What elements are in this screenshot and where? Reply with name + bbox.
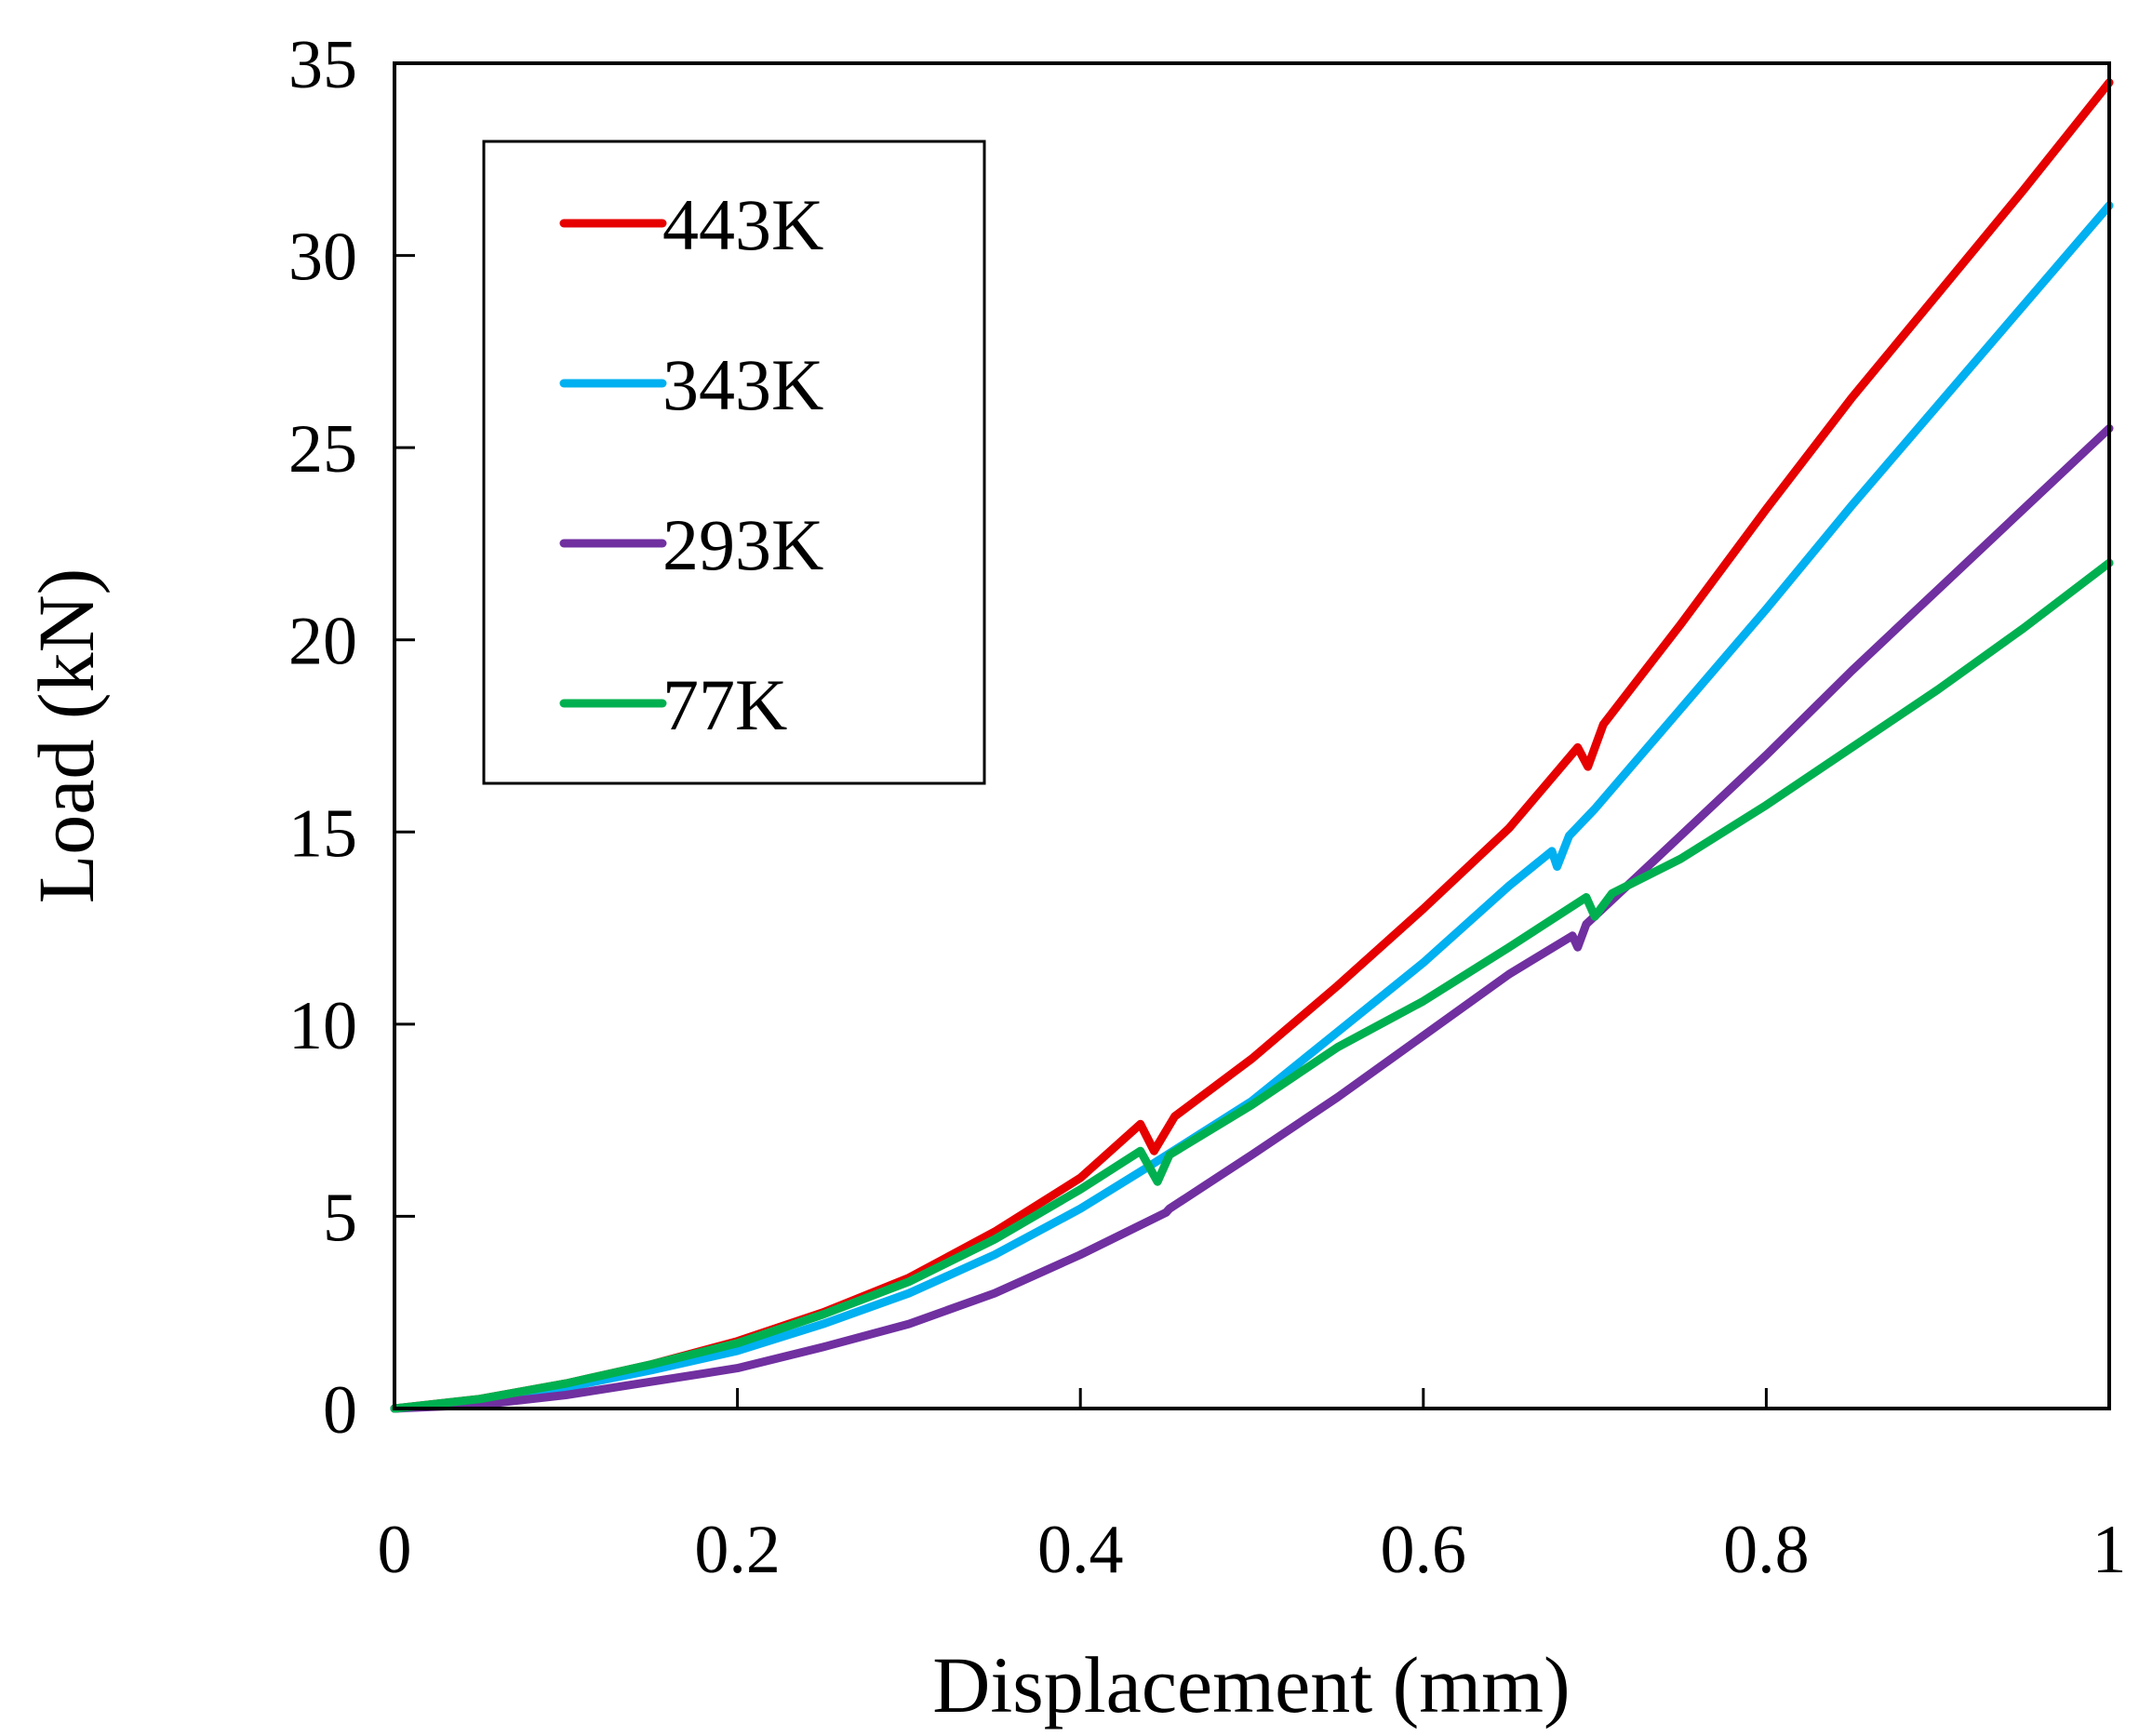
x-axis-title: Displacement (mm) [932, 1640, 1570, 1729]
y-axis-ticks: 0 5 10 15 20 25 30 35 [288, 27, 415, 1449]
y-tick-label: 30 [288, 220, 357, 296]
x-tick-label: 0.4 [1037, 1512, 1124, 1588]
x-tick-label: 0.6 [1381, 1512, 1467, 1588]
x-tick-label: 1 [2092, 1512, 2127, 1588]
legend-label-293K: 293K [662, 504, 823, 585]
series-layer [390, 78, 2114, 1413]
y-tick-label: 15 [288, 795, 357, 872]
y-tick-label: 5 [323, 1180, 357, 1256]
legend-label-343K: 343K [662, 344, 823, 425]
series-line-77K [390, 558, 2114, 1413]
y-tick-label: 20 [288, 604, 357, 680]
plot-area-frame [393, 61, 2111, 1410]
series-line-293K [390, 424, 2114, 1413]
legend-box [482, 140, 986, 785]
x-tick-label: 0.8 [1723, 1512, 1810, 1588]
y-tick-label: 10 [288, 988, 357, 1064]
x-axis-ticks: 0 0.2 0.4 0.6 0.8 1 [378, 1388, 2127, 1588]
x-tick-label: 0.2 [694, 1512, 781, 1588]
y-tick-label: 0 [323, 1372, 357, 1449]
y-tick-label: 35 [288, 27, 357, 103]
legend: 443K 343K 293K 77K [482, 140, 986, 785]
y-tick-label: 25 [288, 411, 357, 487]
y-axis-title: Load (kN) [21, 568, 111, 904]
legend-label-77K: 77K [662, 664, 787, 745]
legend-label-443K: 443K [662, 184, 823, 265]
legend-items: 443K 343K 293K 77K [559, 184, 823, 745]
series-line-343K [390, 201, 2114, 1413]
x-tick-label: 0 [378, 1512, 412, 1588]
